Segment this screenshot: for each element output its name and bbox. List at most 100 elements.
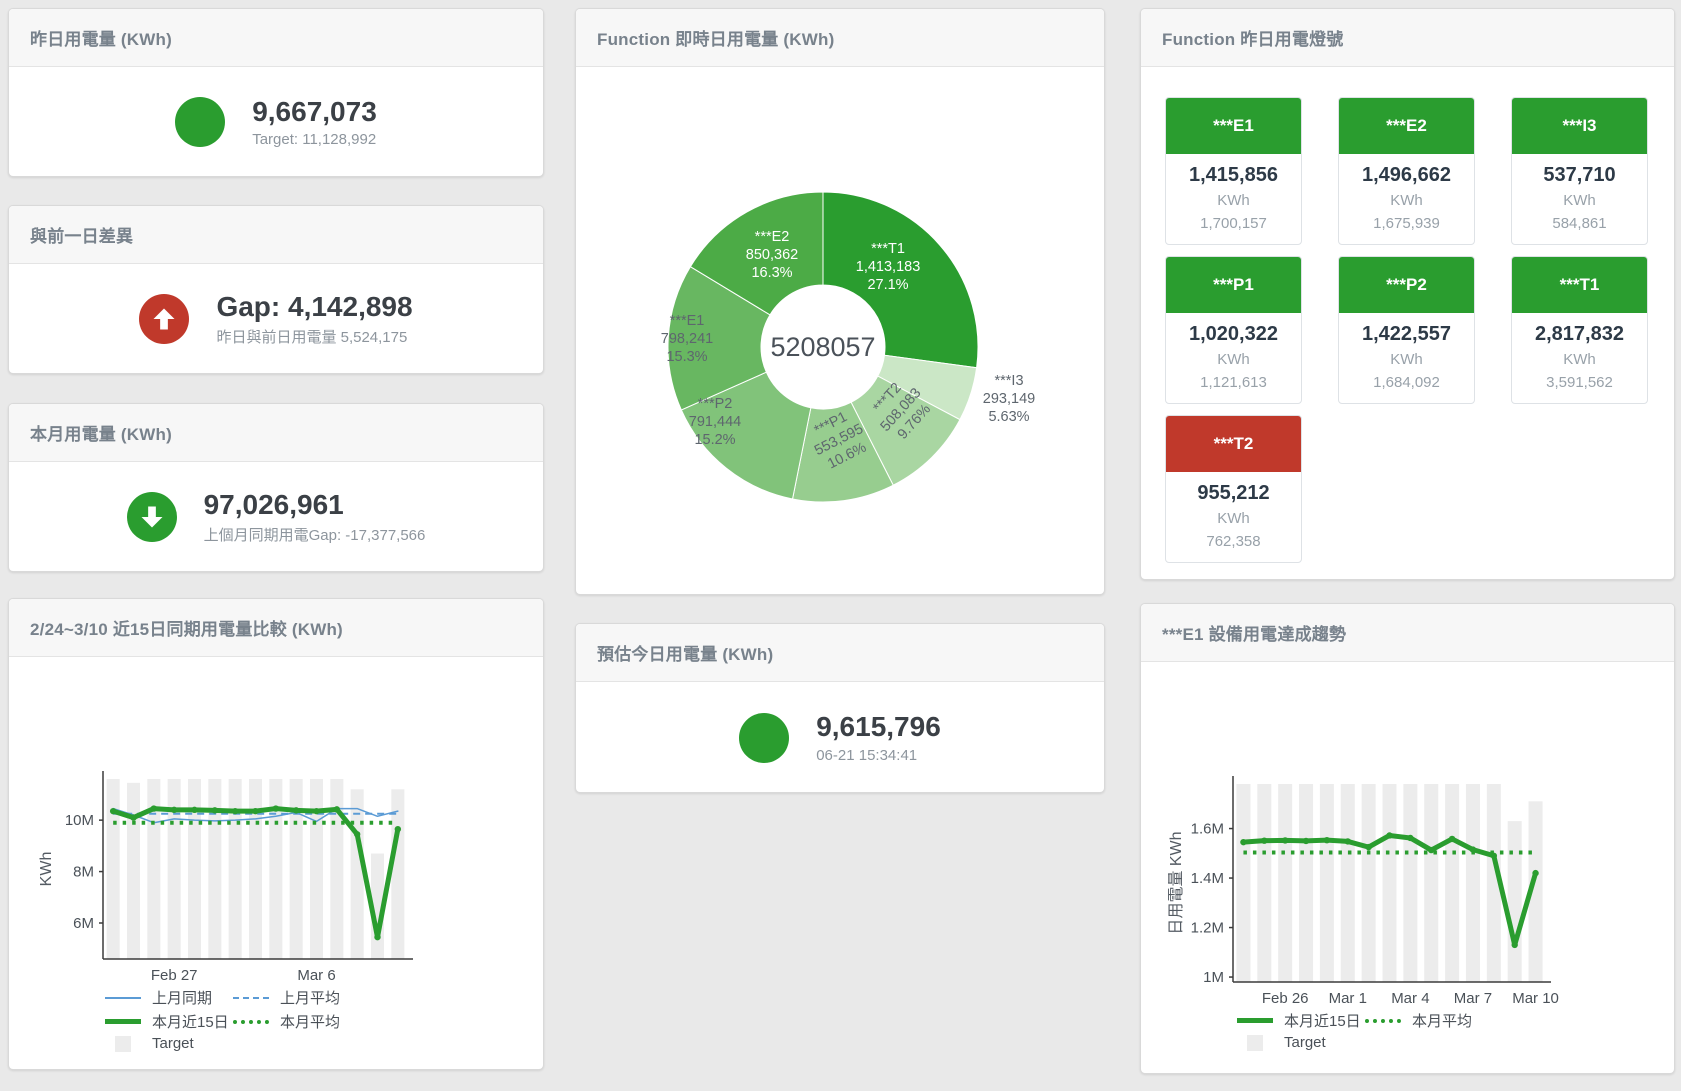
svg-text:8M: 8M [73, 864, 94, 881]
svg-text:Feb 27: Feb 27 [151, 967, 198, 984]
legend-label: 本月平均 [280, 1014, 341, 1031]
legend-item[interactable]: 本月平均 [233, 1011, 361, 1032]
legend-swatch [233, 996, 269, 999]
tile-target: 3,591,562 [1546, 373, 1613, 391]
device-tile-E2: ***E2 1,496,662 KWh 1,675,939 [1338, 97, 1475, 245]
legend-label: 本月近15日 [1284, 1013, 1361, 1030]
device-tile-status-header: ***E1 [1166, 98, 1301, 154]
status-circle-icon [739, 712, 790, 763]
stat-subtext: Target: 11,128,992 [252, 131, 377, 149]
card-title: 預估今日用電量 (KWh) [576, 624, 1104, 682]
stat-value: 9,667,073 [252, 95, 377, 127]
card-e1-trend-chart: ***E1 設備用電達成趨勢 1M 1.2M 1.4M 1.6M Feb 26 Mar 1… [1140, 603, 1675, 1074]
card-yesterday-lights: Function 昨日用電燈號 ***E1 1,415,856 KWh 1,700,1… [1140, 8, 1675, 580]
status-circle-icon [175, 97, 226, 147]
arrow-up-icon [139, 294, 190, 344]
svg-text:Mar 7: Mar 7 [1454, 990, 1492, 1007]
legend-swatch [1365, 1018, 1401, 1023]
card-title: ***E1 設備用電達成趨勢 [1141, 604, 1674, 662]
svg-text:Mar 10: Mar 10 [1512, 990, 1559, 1007]
svg-text:Feb 26: Feb 26 [1262, 990, 1309, 1007]
legend-item[interactable]: 本月近15日 [1237, 1010, 1365, 1031]
legend-swatch [233, 1019, 269, 1024]
svg-text:Mar 4: Mar 4 [1391, 990, 1429, 1007]
device-tile-status-header: ***E2 [1339, 98, 1474, 154]
device-tile-P2: ***P2 1,422,557 KWh 1,684,092 [1338, 256, 1475, 404]
stat-value: Gap: 4,142,898 [216, 290, 413, 322]
svg-text:1.6M: 1.6M [1191, 821, 1224, 838]
legend-label: Target [152, 1035, 194, 1052]
svg-text:Mar 1: Mar 1 [1329, 990, 1367, 1007]
arrow-down-icon [126, 492, 177, 542]
tile-value: 537,710 [1543, 164, 1616, 186]
legend-swatch [105, 996, 141, 999]
legend-label: 上月平均 [280, 990, 341, 1007]
legend-label: 本月平均 [1412, 1013, 1473, 1030]
tile-unit: KWh [1217, 351, 1250, 368]
card-title-text: 2/24~3/10 近15日同期用電量比較 (KWh) [30, 620, 343, 639]
legend-label: Target [1284, 1034, 1326, 1051]
svg-text:KWh: KWh [38, 852, 55, 887]
tile-target: 1,684,092 [1373, 373, 1440, 391]
legend-swatch [1247, 1034, 1263, 1051]
svg-text:5208057: 5208057 [770, 332, 875, 362]
card-title-text: Function 即時日用電量 (KWh) [597, 30, 835, 49]
compare-line-chart: 6M 8M 10M Feb 27 Mar 6 KWh 上月同期 上月平均本月近15日 本月平均 T… [9, 657, 543, 1069]
tile-target: 762,358 [1206, 532, 1261, 550]
device-tile-status-header: ***T1 [1512, 257, 1647, 313]
legend-item[interactable]: Target [1237, 1034, 1365, 1051]
device-tile-E1: ***E1 1,415,856 KWh 1,700,157 [1165, 97, 1302, 245]
svg-text:Mar 6: Mar 6 [297, 967, 335, 984]
tile-unit: KWh [1563, 351, 1596, 368]
tile-unit: KWh [1563, 192, 1596, 209]
svg-text:1.4M: 1.4M [1191, 870, 1224, 887]
svg-text:6M: 6M [73, 915, 94, 932]
realtime-usage-donut-chart: ***T1 1,413,183 27.1% ***I3 293,149 5.63% ***T… [576, 67, 1104, 594]
card-yesterday-usage: 昨日用電量 (KWh) 9,667,073 Target: 11,128,992 [8, 8, 544, 177]
card-title: Function 昨日用電燈號 [1141, 9, 1674, 67]
device-tile-status-header: ***P2 [1339, 257, 1474, 313]
tile-unit: KWh [1390, 192, 1423, 209]
device-tile-status-header: ***I3 [1512, 98, 1647, 154]
stat-timestamp: 06-21 15:34:41 [816, 746, 918, 764]
legend-swatch [105, 1019, 141, 1024]
device-tile-status-header: ***T2 [1166, 416, 1301, 472]
svg-text:1M: 1M [1203, 969, 1224, 986]
tile-value: 955,212 [1197, 482, 1270, 504]
card-title-text: Function 昨日用電燈號 [1162, 30, 1344, 49]
tile-unit: KWh [1217, 192, 1250, 209]
legend-item[interactable]: 本月平均 [1365, 1010, 1493, 1031]
card-title-text: 與前一日差異 [30, 227, 134, 246]
legend-item[interactable]: 上月同期 [105, 987, 233, 1008]
legend-swatch [1237, 1018, 1273, 1023]
legend-label: 上月同期 [152, 990, 213, 1007]
card-title-text: 昨日用電量 (KWh) [30, 30, 172, 49]
chart-legend: 本月近15日 本月平均 Target [1237, 1010, 1493, 1051]
device-tile-I3: ***I3 537,710 KWh 584,861 [1511, 97, 1648, 245]
tile-value: 1,415,856 [1189, 164, 1278, 186]
legend-label: 本月近15日 [152, 1014, 229, 1031]
legend-item[interactable]: 上月平均 [233, 987, 361, 1008]
card-estimate-today: 預估今日用電量 (KWh) 9,615,796 06-21 15:34:41 [575, 623, 1105, 793]
card-title: 與前一日差異 [9, 206, 543, 264]
card-title-text: 預估今日用電量 (KWh) [597, 645, 774, 664]
lights-grid: ***E1 1,415,856 KWh 1,700,157 ***E2 1,496,662… [1141, 67, 1674, 563]
legend-item[interactable]: 本月近15日 [105, 1011, 233, 1032]
tile-target: 1,121,613 [1200, 373, 1267, 391]
tile-target: 584,861 [1552, 214, 1607, 232]
legend-item[interactable]: Target [105, 1035, 233, 1052]
tile-unit: KWh [1390, 351, 1423, 368]
tile-value: 1,422,557 [1362, 323, 1451, 345]
stat-value: 97,026,961 [203, 488, 344, 520]
device-tile-T2: ***T2 955,212 KWh 762,358 [1165, 415, 1302, 563]
chart-legend: 上月同期 上月平均本月近15日 本月平均 Target [105, 987, 361, 1052]
card-prev-day-gap: 與前一日差異 Gap: 4,142,898 昨日與前日用電量 5,524,175 [8, 205, 544, 374]
svg-text:10M: 10M [65, 812, 94, 829]
card-title-text: ***E1 設備用電達成趨勢 [1162, 625, 1347, 644]
tile-target: 1,675,939 [1373, 214, 1440, 232]
